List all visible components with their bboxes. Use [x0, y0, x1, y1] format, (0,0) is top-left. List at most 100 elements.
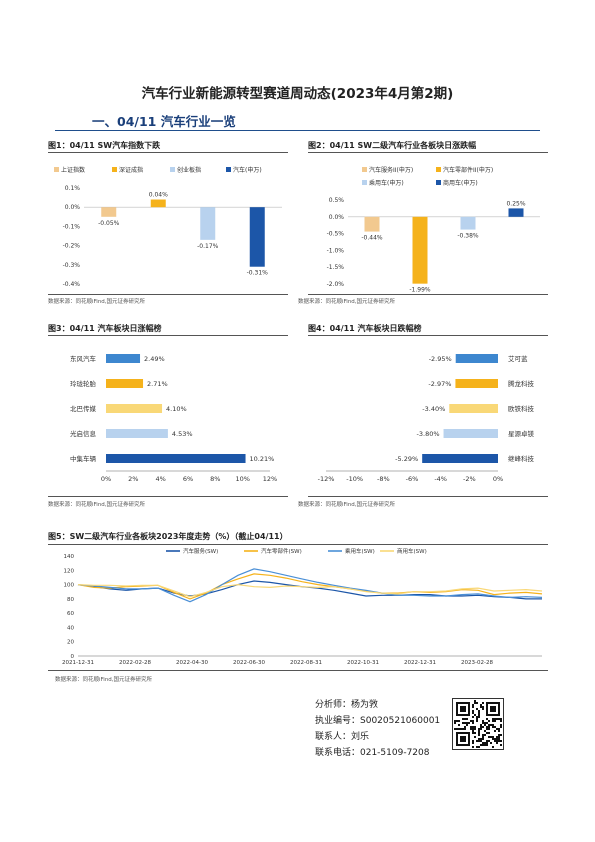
- x-tick-label: -8%: [377, 475, 390, 483]
- qr-module: [484, 730, 486, 732]
- data-label: 0.04%: [149, 192, 168, 199]
- legend-label: 创业板指: [177, 166, 201, 174]
- y-tick-label: 0: [71, 654, 75, 660]
- qr-module: [460, 728, 462, 730]
- qr-module: [490, 710, 492, 712]
- qr-module: [464, 706, 466, 708]
- qr-module: [454, 720, 456, 722]
- qr-module: [466, 722, 468, 724]
- qr-module: [484, 734, 486, 736]
- bar: [249, 207, 265, 267]
- x-tick-label: 2022-10-31: [347, 660, 379, 666]
- qr-module: [484, 724, 486, 726]
- data-label: -1.99%: [409, 287, 431, 294]
- analyst-cert-number: 执业编号：S0020521060001: [315, 716, 441, 726]
- qr-module: [458, 724, 460, 726]
- qr-module: [492, 726, 494, 728]
- x-tick-label: 2023-02-28: [461, 660, 493, 666]
- qr-module: [468, 742, 470, 744]
- contact-phone: 联系电话：021-5109-7208: [315, 748, 430, 758]
- qr-module: [482, 722, 484, 724]
- qr-module: [494, 726, 496, 728]
- data-label: -0.38%: [457, 233, 479, 240]
- figure-4-chart: -12% -10% -8% -6% -4% -2% 0% -2.95% 艾可蓝 -2.97% 腾龙科…: [318, 354, 535, 483]
- figure-1-source: 数据来源：同花顺iFind,国元证券研究所: [48, 299, 146, 305]
- qr-module: [456, 708, 458, 710]
- qr-module: [458, 744, 460, 746]
- y-tick-label: 100: [64, 583, 75, 589]
- qr-module: [498, 702, 500, 704]
- legend-label: 汽车零部件(SW): [261, 547, 302, 555]
- legend-swatch: [112, 167, 117, 172]
- qr-module: [494, 710, 496, 712]
- x-tick-label: 12%: [263, 475, 277, 483]
- qr-module: [472, 732, 474, 734]
- x-tick-label: 0%: [493, 475, 503, 483]
- qr-module: [494, 708, 496, 710]
- category-label: 星源卓镁: [508, 429, 535, 438]
- qr-module: [478, 740, 480, 742]
- qr-module: [482, 726, 484, 728]
- qr-module: [478, 732, 480, 734]
- qr-module: [466, 702, 468, 704]
- qr-module: [492, 702, 494, 704]
- qr-module: [488, 732, 490, 734]
- qr-module: [484, 744, 486, 746]
- figure-5-title: 图5：SW二级汽车行业各板块2023年度走势（%）（截止04/11）: [48, 532, 288, 541]
- x-tick-label: 10%: [235, 475, 249, 483]
- x-tick-label: 2022-06-30: [233, 660, 265, 666]
- figure-3-bottom-rule: [48, 496, 288, 497]
- qr-module: [474, 714, 476, 716]
- qr-module: [476, 708, 478, 710]
- x-tick-label: 0%: [101, 475, 111, 483]
- x-tick-label: -10%: [346, 475, 363, 483]
- figure-2-source: 数据来源：同花顺iFind,国元证券研究所: [298, 299, 396, 305]
- y-tick-label: 20: [67, 640, 74, 646]
- y-tick-label: -1.5%: [327, 264, 345, 271]
- qr-module: [500, 724, 502, 726]
- qr-module: [462, 728, 464, 730]
- qr-module: [464, 726, 466, 728]
- qr-module: [472, 728, 474, 730]
- qr-module: [490, 714, 492, 716]
- legend-label: 汽车服务II(申万): [369, 166, 413, 174]
- qr-module: [456, 712, 458, 714]
- qr-module: [464, 718, 466, 720]
- contact-person: 联系人：刘乐: [315, 732, 370, 742]
- qr-module: [486, 712, 488, 714]
- qr-module: [484, 742, 486, 744]
- qr-module: [496, 714, 498, 716]
- category-label: 玲珑轮胎: [70, 379, 97, 388]
- qr-module: [496, 740, 498, 742]
- figure-3-rule: [48, 335, 288, 336]
- figure-5-source: 数据来源：同花顺iFind,国元证券研究所: [55, 677, 153, 683]
- qr-module: [498, 710, 500, 712]
- qr-module: [486, 742, 488, 744]
- qr-module: [456, 740, 458, 742]
- category-label: 腾龙科技: [508, 379, 535, 388]
- x-tick-label: -2%: [463, 475, 476, 483]
- figure-4-source: 数据来源：同花顺iFind,国元证券研究所: [298, 502, 396, 508]
- qr-module: [492, 714, 494, 716]
- legend-label: 商用车(SW): [397, 547, 427, 555]
- qr-module: [486, 728, 488, 730]
- qr-module: [496, 736, 498, 738]
- qr-module: [458, 720, 460, 722]
- qr-module: [476, 702, 478, 704]
- qr-module: [498, 728, 500, 730]
- qr-module: [494, 720, 496, 722]
- qr-module: [478, 734, 480, 736]
- qr-module: [468, 732, 470, 734]
- qr-module: [486, 722, 488, 724]
- bar: [150, 199, 166, 208]
- qr-module: [486, 714, 488, 716]
- bar: [364, 216, 380, 232]
- qr-module: [492, 710, 494, 712]
- qr-module: [472, 710, 474, 712]
- bar: [106, 354, 141, 363]
- qr-module: [486, 702, 488, 704]
- qr-module: [500, 718, 502, 720]
- y-tick-label: 0.5%: [329, 197, 345, 204]
- qr-module: [498, 704, 500, 706]
- x-tick-label: -6%: [406, 475, 419, 483]
